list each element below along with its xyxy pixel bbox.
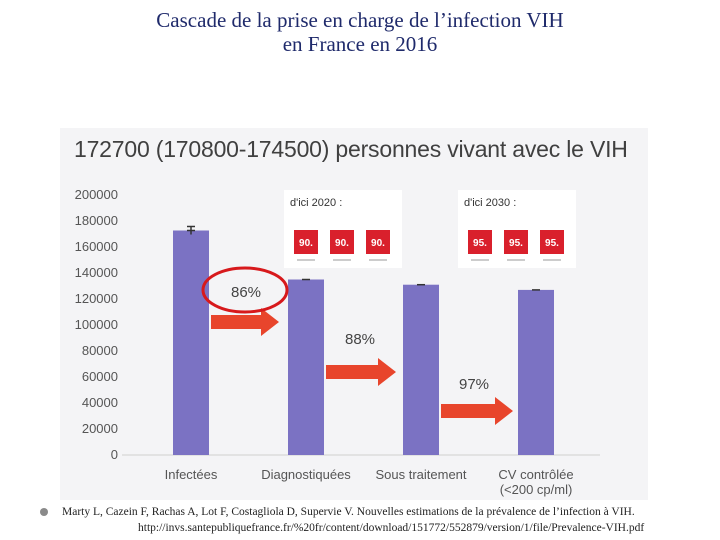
goal-tile [330, 230, 354, 254]
goal-value: 90. [371, 238, 385, 249]
goal-tile [366, 230, 390, 254]
bar [403, 284, 439, 455]
y-tick-label: 80000 [82, 343, 118, 358]
y-tick-label: 0 [111, 447, 118, 462]
y-tick-label: 200000 [75, 187, 118, 202]
bar [518, 289, 554, 455]
bullet-icon [40, 508, 48, 516]
goal-value: 95. [473, 238, 487, 249]
y-tick-label: 60000 [82, 369, 118, 384]
x-tick-label: Diagnostiquées [261, 467, 351, 482]
y-tick-label: 40000 [82, 395, 118, 410]
goal-tile [294, 230, 318, 254]
x-tick-label: CV contrôlée (<200 cp/ml) [498, 467, 573, 497]
red-arrow-icon [326, 358, 396, 386]
y-tick-label: 100000 [75, 317, 118, 332]
goal-value: 90. [299, 238, 313, 249]
x-tick-label: Infectées [165, 467, 218, 482]
goal-tile [540, 230, 564, 254]
x-tick-label-line: Sous traitement [375, 467, 466, 482]
y-tick-label: 20000 [82, 421, 118, 436]
goal-tile [504, 230, 528, 254]
x-tick-label-line: Diagnostiquées [261, 467, 351, 482]
x-tick-label-line: (<200 cp/ml) [500, 482, 573, 497]
x-tick-label-line: CV contrôlée [498, 467, 573, 482]
slide-title-line-2: en France en 2016 [282, 32, 438, 56]
step-percentage: 86% [231, 284, 261, 301]
goal-value: 95. [509, 238, 523, 249]
goal-value: 90. [335, 238, 349, 249]
slide-title: Cascade de la prise en charge de l’infec… [0, 8, 720, 56]
y-tick-label: 180000 [75, 213, 118, 228]
step-percentage: 88% [345, 331, 375, 348]
slide-title-line-1: Cascade de la prise en charge de l’infec… [156, 8, 564, 32]
bar [173, 230, 209, 455]
y-tick-label: 120000 [75, 291, 118, 306]
x-tick-label: Sous traitement [375, 467, 466, 482]
goal-value: 95. [545, 238, 559, 249]
y-tick-label: 160000 [75, 239, 118, 254]
red-arrow-icon [211, 308, 279, 336]
citation-text: Marty L, Cazein F, Rachas A, Lot F, Cost… [62, 506, 635, 518]
goal-box [284, 190, 402, 268]
goal-label: d'ici 2030 : [464, 197, 516, 209]
goal-box [458, 190, 576, 268]
step-percentage: 97% [459, 376, 489, 393]
citation-url[interactable]: http://invs.santepubliquefrance.fr/%20fr… [138, 522, 645, 534]
goal-label: d'ici 2020 : [290, 197, 342, 209]
highlight-circle [201, 266, 289, 314]
goal-tile [468, 230, 492, 254]
bar [288, 279, 324, 455]
chart-heading: 172700 (170800-174500) personnes vivant … [74, 136, 628, 162]
x-tick-label-line: Infectées [165, 467, 218, 482]
y-tick-label: 140000 [75, 265, 118, 280]
red-arrow-icon [441, 397, 513, 425]
